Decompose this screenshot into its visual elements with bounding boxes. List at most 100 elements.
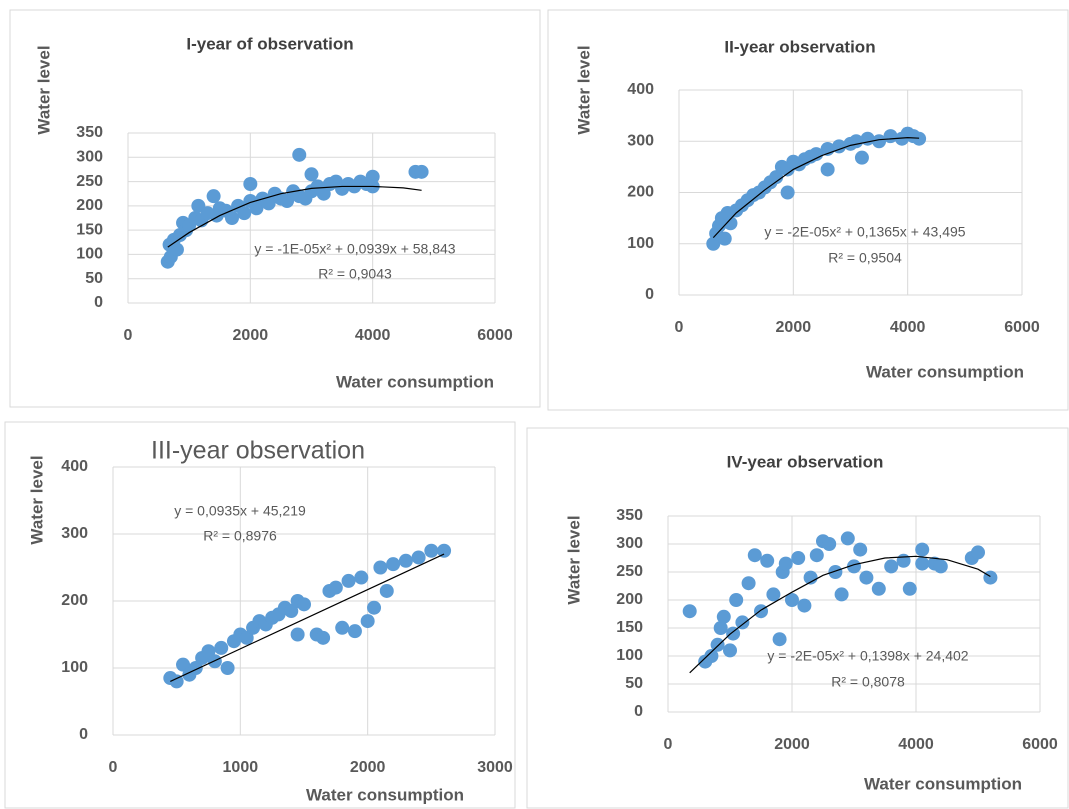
point — [414, 164, 429, 179]
r-squared: R² = 0,8976 — [203, 528, 277, 544]
point — [284, 604, 299, 619]
point — [214, 640, 229, 655]
point — [398, 553, 413, 568]
y-tick-label: 200 — [627, 184, 654, 201]
chart-title: I-year of observation — [186, 34, 353, 53]
point — [884, 559, 899, 574]
y-tick-label: 300 — [61, 525, 88, 542]
y-tick-label: 100 — [76, 246, 103, 263]
point — [853, 542, 868, 557]
point — [723, 643, 737, 658]
x-tick-label: 2000 — [350, 759, 386, 776]
y-tick-label: 350 — [76, 124, 103, 141]
point — [872, 134, 887, 149]
point — [386, 557, 401, 572]
y-tick-label: 300 — [627, 132, 654, 149]
point — [723, 216, 738, 231]
x-axis-label: Water consumption — [336, 372, 494, 391]
x-tick-label: 2000 — [776, 319, 812, 336]
point — [424, 543, 439, 558]
panel — [526, 427, 1069, 809]
point — [379, 583, 394, 598]
point — [822, 537, 837, 551]
trend-equation: y = 0,0935x + 45,219 — [174, 503, 306, 519]
point — [206, 189, 221, 204]
trendline — [712, 137, 920, 239]
point — [778, 556, 793, 571]
x-tick-label: 6000 — [1022, 736, 1058, 753]
point — [791, 551, 806, 565]
point — [840, 531, 855, 546]
point — [239, 630, 254, 645]
r-squared: R² = 0,9043 — [318, 266, 392, 282]
point — [820, 162, 835, 177]
point — [915, 556, 930, 571]
y-axis-label: Water level — [34, 45, 53, 134]
point — [933, 559, 948, 574]
point — [772, 632, 787, 647]
trend-equation: y = -1E-05x² + 0,0939x + 58,843 — [254, 241, 455, 257]
point — [760, 553, 775, 568]
x-tick-label: 6000 — [477, 327, 513, 344]
chart-title: III-year observation — [151, 437, 365, 465]
point — [854, 150, 869, 165]
point — [902, 581, 917, 596]
point — [169, 674, 184, 689]
x-axis-label: Water consumption — [866, 362, 1024, 381]
x-tick-label: 2000 — [233, 327, 269, 344]
x-tick-label: 0 — [109, 759, 118, 776]
point — [828, 565, 843, 579]
point — [971, 545, 985, 560]
y-tick-label: 0 — [94, 294, 103, 311]
panel — [547, 9, 1069, 411]
trend-equation: y = -2E-05x² + 0,1398x + 24,402 — [767, 648, 968, 664]
point — [754, 604, 768, 619]
point — [983, 570, 998, 585]
point — [847, 559, 861, 574]
x-tick-label: 0 — [124, 327, 133, 344]
point — [304, 167, 319, 182]
y-tick-label: 250 — [76, 173, 103, 190]
y-tick-label: 200 — [616, 591, 643, 608]
point — [716, 609, 731, 624]
point — [747, 548, 762, 563]
point — [803, 570, 818, 585]
point — [912, 131, 927, 146]
trend-equation: y = -2E-05x² + 0,1365x + 43,495 — [764, 224, 965, 240]
point — [169, 242, 184, 257]
x-tick-label: 3000 — [477, 759, 513, 776]
y-tick-label: 400 — [61, 458, 88, 475]
r-squared: R² = 0,9504 — [828, 250, 902, 266]
y-tick-label: 50 — [625, 675, 643, 692]
point — [411, 550, 426, 565]
point — [735, 615, 750, 630]
point — [354, 570, 369, 585]
point — [717, 231, 732, 246]
x-axis-label: Water consumption — [864, 774, 1022, 793]
point — [710, 637, 725, 652]
point — [367, 600, 382, 615]
y-tick-label: 100 — [61, 659, 88, 676]
chart-title: IV-year observation — [727, 452, 884, 471]
chart-title: II-year observation — [724, 37, 875, 56]
x-tick-label: 2000 — [774, 736, 810, 753]
point — [859, 570, 874, 585]
point — [726, 626, 741, 641]
y-tick-label: 150 — [616, 619, 643, 636]
point — [780, 185, 795, 200]
y-tick-label: 0 — [634, 703, 643, 720]
point — [713, 621, 728, 635]
x-tick-label: 0 — [664, 736, 673, 753]
point — [437, 543, 452, 558]
point — [373, 560, 388, 575]
point — [201, 644, 216, 659]
panel — [4, 421, 516, 809]
point — [316, 630, 331, 645]
point — [341, 573, 356, 588]
point — [729, 593, 744, 607]
point — [741, 576, 756, 591]
point — [224, 211, 239, 225]
y-axis-label: Water level — [564, 515, 583, 604]
